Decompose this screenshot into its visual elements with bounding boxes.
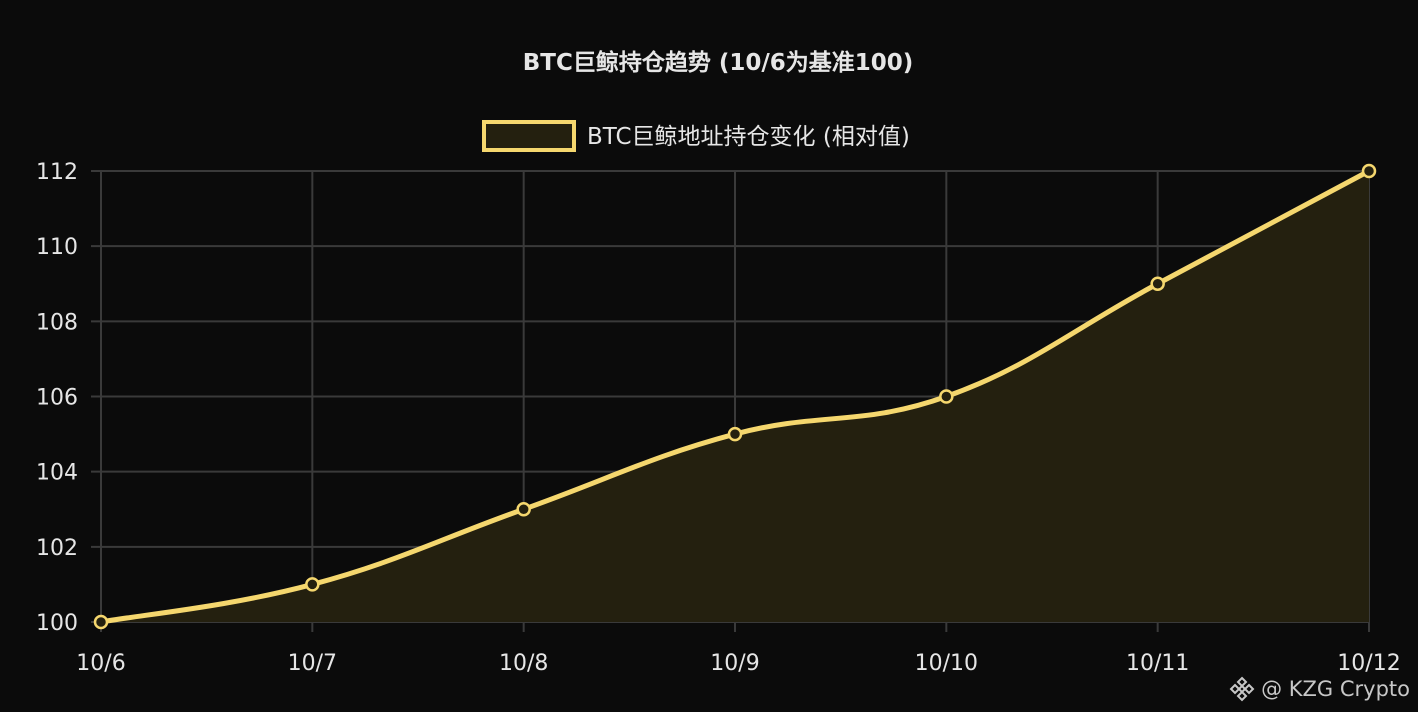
- y-tick-label: 106: [36, 386, 78, 411]
- data-point: [516, 502, 531, 517]
- watermark: @ KZG Crypto: [1229, 676, 1410, 702]
- watermark-text: @ KZG Crypto: [1261, 677, 1410, 701]
- series-area: [101, 171, 1369, 622]
- data-point: [93, 614, 109, 630]
- data-point: [939, 389, 954, 404]
- binance-diamond-icon: [1229, 676, 1255, 702]
- x-tick-label: 10/7: [288, 651, 337, 676]
- data-point: [1150, 276, 1165, 291]
- legend-swatch: [482, 120, 576, 152]
- point-layer: [93, 163, 1377, 630]
- x-tick-label: 10/6: [76, 651, 125, 676]
- x-tick-label: 10/11: [1126, 651, 1189, 676]
- y-tick-label: 110: [36, 235, 78, 260]
- x-axis-ticks: 10/6 10/7 10/8 10/9 10/10 10/11 10/12: [76, 651, 1400, 676]
- x-tick-label: 10/12: [1337, 651, 1400, 676]
- y-tick-label: 108: [36, 310, 78, 335]
- legend[interactable]: BTC巨鲸地址持仓变化 (相对值): [482, 120, 910, 152]
- x-tick-label: 10/9: [710, 651, 759, 676]
- y-tick-label: 100: [36, 611, 78, 636]
- x-tick-label: 10/10: [915, 651, 978, 676]
- y-tick-label: 112: [36, 160, 78, 185]
- x-tick-label: 10/8: [499, 651, 548, 676]
- y-tick-label: 102: [36, 536, 78, 561]
- chart-title: BTC巨鲸持仓趋势 (10/6为基准100): [523, 49, 914, 76]
- data-point: [1361, 163, 1377, 179]
- y-axis-ticks: 100 102 104 106 108 110 112: [36, 160, 78, 636]
- legend-label: BTC巨鲸地址持仓变化 (相对值): [587, 124, 910, 150]
- data-point: [727, 426, 743, 442]
- y-tick-label: 104: [36, 461, 78, 486]
- data-point: [305, 577, 320, 592]
- area-layer: [101, 171, 1369, 622]
